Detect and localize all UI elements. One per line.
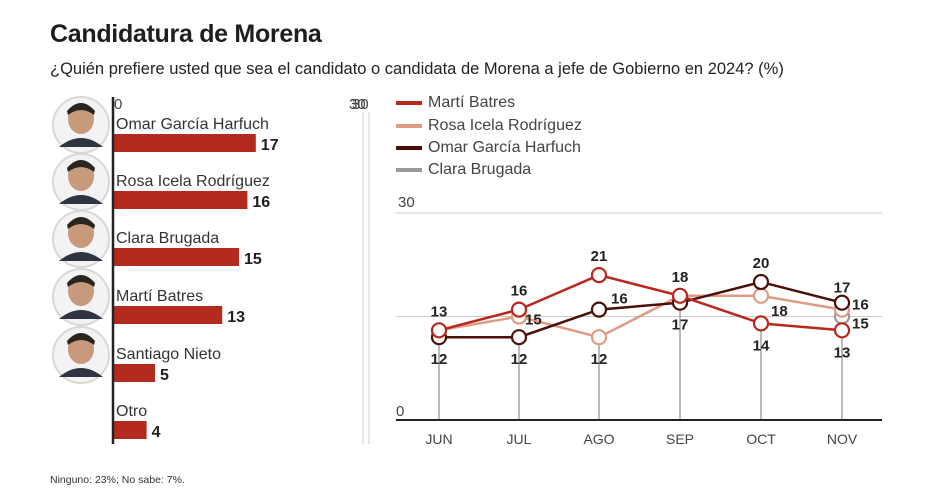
bar-4 [113, 306, 223, 324]
chart-title: Candidatura de Morena [50, 20, 322, 48]
point-omar-oct [752, 273, 770, 291]
point-label-jun: 12 [431, 351, 448, 368]
face-icon [68, 276, 94, 306]
bar-1 [113, 134, 256, 152]
footnote: Ninguno: 23%; No sabe: 7%. [50, 474, 185, 486]
point-marti-ago [590, 267, 608, 284]
point-label-nov: 13 [834, 344, 851, 361]
point-label-ago: 21 [591, 248, 608, 265]
point-label-jul: 16 [511, 283, 528, 300]
point-marti-jun [430, 322, 448, 339]
face-icon [68, 104, 94, 134]
point-marti-sep [671, 287, 689, 304]
bar-value-label: 5 [160, 367, 169, 384]
point-marti-jul [510, 301, 528, 318]
line-y-tick-30: 30 [398, 194, 415, 211]
bar-3 [113, 248, 239, 266]
series-line-marti [438, 273, 843, 332]
bar-axis-label-0: 0 [114, 96, 122, 113]
bar-value-label: 15 [244, 251, 262, 268]
face-icon [68, 334, 94, 364]
bar-6 [113, 421, 147, 439]
line-outer-tick-30: 30 [352, 96, 369, 113]
shoulders-icon [59, 138, 103, 147]
bar-value-label: 4 [152, 424, 161, 441]
bar-category-label: Clara Brugada [116, 230, 219, 247]
point-label-sep: 18 [672, 269, 689, 286]
line-y-tick-0: 0 [396, 403, 404, 420]
legend-label-omar: Omar García Harfuch [428, 139, 581, 156]
x-tick-ago: AGO [583, 431, 614, 447]
point-label-nov: 15 [852, 316, 869, 333]
hair-icon [67, 217, 95, 229]
legend-swatch-clara [396, 168, 422, 172]
bar-value-label: 13 [227, 309, 245, 326]
point-label-oct: 20 [753, 255, 770, 272]
face-icon [68, 161, 94, 191]
point-label-oct: 14 [753, 337, 770, 354]
shoulders-icon [59, 368, 103, 377]
hair-icon [67, 275, 95, 287]
hair-icon [67, 333, 95, 345]
hair-icon [67, 160, 95, 172]
bar-category-label: Rosa Icela Rodríguez [116, 173, 270, 190]
point-rosa-oct [752, 287, 770, 304]
candidate-photo-4 [52, 268, 110, 326]
x-tick-jul: JUL [507, 431, 532, 447]
point-label-ago: 16 [611, 291, 628, 308]
candidate-photo-5 [52, 326, 110, 384]
point-label-jun: 13 [431, 303, 448, 320]
x-tick-sep: SEP [666, 431, 694, 447]
point-rosa-ago [590, 329, 608, 346]
face-icon [68, 218, 94, 248]
legend-swatch-omar [396, 146, 422, 150]
candidate-photo-3 [52, 210, 110, 268]
x-tick-nov: NOV [827, 431, 858, 447]
bar-category-label: Martí Batres [116, 288, 203, 305]
shoulders-icon [59, 252, 103, 261]
point-omar-ago [590, 301, 608, 318]
point-label-oct: 18 [771, 303, 788, 320]
bar-5 [113, 364, 155, 382]
bar-category-label: Otro [116, 403, 147, 420]
point-label-ago: 12 [591, 351, 608, 368]
series-line-omar [439, 280, 843, 339]
bar-category-label: Omar García Harfuch [116, 116, 269, 133]
x-tick-oct: OCT [746, 431, 776, 447]
point-omar-jul [510, 329, 528, 346]
shoulders-icon [59, 195, 103, 204]
candidate-photo-1 [52, 96, 110, 154]
point-label-nov: 16 [852, 297, 869, 314]
chart-subtitle: ¿Quién prefiere usted que sea el candida… [50, 60, 784, 78]
bar-value-label: 17 [261, 137, 279, 154]
candidate-photo-2 [52, 153, 110, 211]
bar-category-label: Santiago Nieto [116, 346, 221, 363]
series-line-rosa [438, 294, 843, 339]
legend-swatch-marti [396, 101, 422, 105]
hair-icon [67, 103, 95, 115]
shoulders-icon [59, 310, 103, 319]
point-label-nov: 17 [834, 280, 851, 297]
legend-label-marti: Martí Batres [428, 94, 515, 111]
point-label-jul: 12 [511, 351, 528, 368]
point-label-sep: 17 [672, 317, 689, 334]
point-marti-oct [752, 315, 770, 332]
point-marti-nov [833, 322, 851, 339]
point-label-jul: 15 [525, 312, 542, 329]
bar-axis-label-30: 30 [349, 96, 366, 113]
point-omar-nov [833, 294, 851, 311]
x-tick-jun: JUN [425, 431, 452, 447]
legend-label-rosa: Rosa Icela Rodríguez [428, 117, 582, 134]
legend-label-clara: Clara Brugada [428, 161, 531, 178]
bar-value-label: 16 [252, 194, 270, 211]
legend-swatch-rosa [396, 124, 422, 128]
bar-2 [113, 191, 248, 209]
